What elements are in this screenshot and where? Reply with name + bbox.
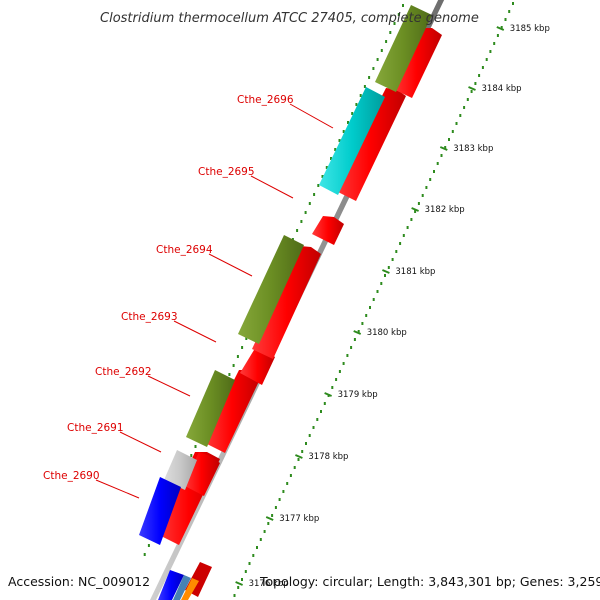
gene-arrow[interactable] xyxy=(312,216,344,245)
gene-blue[interactable] xyxy=(139,477,181,545)
kbp-label: 3180 kbp xyxy=(367,328,407,338)
gene-arrow[interactable] xyxy=(203,370,261,453)
gene-orange[interactable] xyxy=(181,578,199,600)
gene-leader-line xyxy=(250,175,294,199)
forward-strand-genes xyxy=(139,5,432,600)
kbp-label: 3178 kbp xyxy=(308,452,348,462)
kbp-tick xyxy=(439,146,448,151)
gene-leader-line xyxy=(289,103,334,129)
kbp-tick xyxy=(496,26,505,31)
gene-blue[interactable] xyxy=(158,570,184,600)
gene-olive[interactable] xyxy=(238,235,304,344)
kbp-label: 3184 kbp xyxy=(482,84,522,94)
gene-gray[interactable] xyxy=(164,450,197,490)
kbp-tick xyxy=(353,330,362,335)
gene-arrow[interactable] xyxy=(240,350,275,385)
kbp-label: 3179 kbp xyxy=(338,390,378,400)
gene-arrow[interactable] xyxy=(391,28,442,98)
kbp-tick xyxy=(382,269,390,274)
gene-steel[interactable] xyxy=(173,575,191,600)
kbp-label: 3176 kbp xyxy=(249,579,289,589)
gene-leader-line xyxy=(95,479,140,499)
gene-arrow[interactable] xyxy=(252,246,321,359)
gene-leader-line xyxy=(208,253,253,277)
gene-label[interactable]: Cthe_2695 xyxy=(198,166,255,178)
kbp-label: 3182 kbp xyxy=(425,205,465,215)
kbp-tick xyxy=(468,86,476,91)
kbp-tick xyxy=(295,454,303,459)
gene-label[interactable]: Cthe_2696 xyxy=(237,94,294,106)
accession-text: Accession: NC_009012 xyxy=(8,574,150,589)
kbp-label: 3177 kbp xyxy=(279,514,319,524)
reverse-strand-genes xyxy=(157,28,442,597)
kbp-label: 3183 kbp xyxy=(453,144,493,154)
gene-label[interactable]: Cthe_2691 xyxy=(67,422,124,434)
gene-leader-line xyxy=(119,431,162,453)
gene-labels: Cthe_2690 Cthe_2691 Cthe_2692 Cthe_2693 Cthe… xyxy=(43,94,334,499)
gene-cyan[interactable] xyxy=(319,87,385,195)
kbp-tick xyxy=(265,516,274,521)
kbp-label: 3185 kbp xyxy=(510,24,550,34)
kbp-tick xyxy=(411,207,419,212)
gene-olive[interactable] xyxy=(375,5,432,92)
kbp-label: 3181 kbp xyxy=(395,267,435,277)
kbp-tick xyxy=(324,392,332,397)
map-title: Clostridium thermocellum ATCC 27405, com… xyxy=(100,11,479,26)
gene-label[interactable]: Cthe_2690 xyxy=(43,470,100,482)
gene-leader-line xyxy=(173,320,217,343)
topology-text: Topology: circular; Length: 3,843,301 bp… xyxy=(259,574,600,589)
scale-ticks: 3176 kbp 3177 kbp 3178 kbp 3179 kbp 3180 kbp… xyxy=(235,24,550,589)
gene-label[interactable]: Cthe_2693 xyxy=(121,311,178,323)
gene-label[interactable]: Cthe_2692 xyxy=(95,366,152,378)
kbp-tick xyxy=(235,581,243,586)
gene-arrow[interactable] xyxy=(334,88,406,201)
gene-olive[interactable] xyxy=(186,370,235,447)
gene-label[interactable]: Cthe_2694 xyxy=(156,244,213,256)
gene-arrow[interactable] xyxy=(183,452,220,496)
gene-leader-line xyxy=(147,375,191,397)
